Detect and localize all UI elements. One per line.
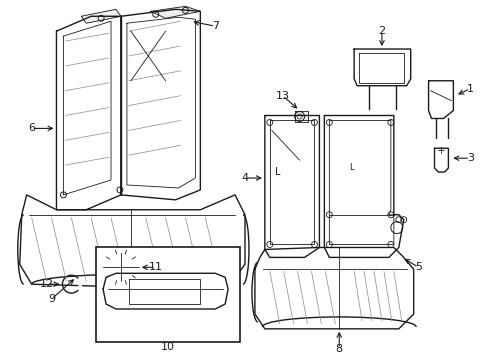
Bar: [96, 247, 240, 342]
Polygon shape: [150, 6, 200, 18]
Polygon shape: [269, 121, 314, 244]
Text: 5: 5: [414, 262, 421, 272]
Polygon shape: [20, 195, 244, 289]
Polygon shape: [254, 247, 413, 329]
Text: L: L: [274, 167, 280, 177]
Text: 10: 10: [160, 342, 174, 352]
Polygon shape: [264, 116, 319, 257]
Text: 3: 3: [466, 153, 473, 163]
Polygon shape: [127, 17, 195, 188]
Polygon shape: [353, 49, 410, 86]
Polygon shape: [56, 16, 121, 210]
Polygon shape: [81, 9, 121, 23]
Text: 8: 8: [335, 344, 342, 354]
Text: 6: 6: [28, 123, 35, 134]
Text: 2: 2: [378, 26, 385, 36]
Text: 11: 11: [148, 262, 163, 272]
Polygon shape: [103, 273, 228, 309]
Polygon shape: [294, 111, 307, 122]
Text: 7: 7: [211, 21, 218, 31]
Polygon shape: [324, 116, 403, 257]
Polygon shape: [63, 21, 111, 195]
Polygon shape: [427, 81, 452, 118]
Text: 13: 13: [275, 91, 289, 101]
Text: 4: 4: [241, 173, 248, 183]
Text: 12: 12: [40, 279, 54, 289]
Polygon shape: [328, 121, 393, 244]
Text: L: L: [348, 163, 353, 172]
Polygon shape: [434, 148, 447, 172]
Text: 9: 9: [48, 294, 55, 304]
Text: 1: 1: [466, 84, 473, 94]
Polygon shape: [121, 9, 200, 200]
